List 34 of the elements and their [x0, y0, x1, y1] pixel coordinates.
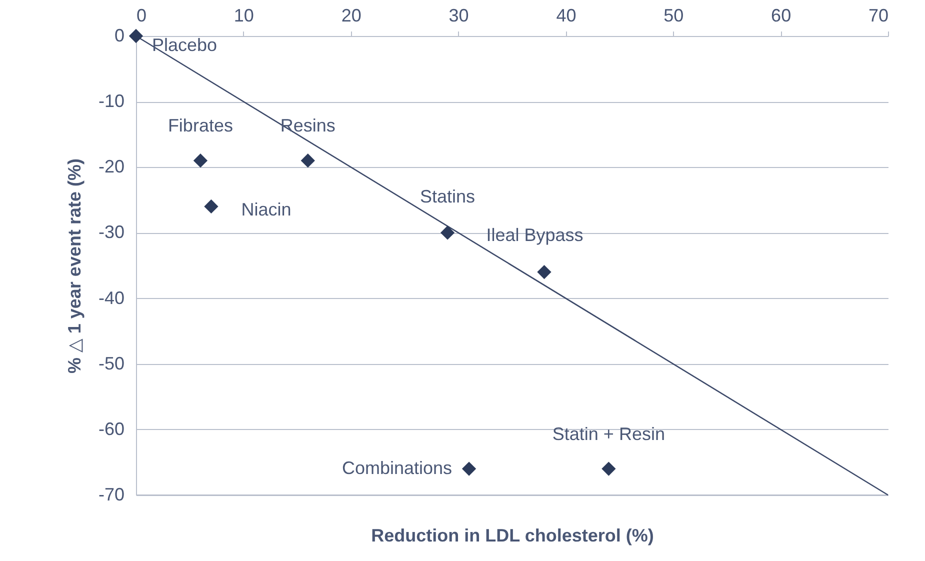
y-tick-label: -60 [98, 418, 124, 439]
point [128, 28, 144, 44]
y-tick-label: -40 [98, 288, 124, 308]
x-tick-label: 10 [234, 6, 254, 26]
x-tick-label: 0 [136, 6, 147, 26]
x-tick-label: 30 [448, 6, 469, 26]
x-tick-label: 50 [664, 6, 684, 26]
y-tick-label: -20 [98, 156, 124, 177]
point [537, 264, 552, 280]
y-tick-label: -10 [98, 91, 124, 112]
point [204, 199, 218, 214]
x-tick-label: 60 [771, 6, 792, 26]
x-tick-label: 20 [341, 6, 362, 26]
x-tick-label: 70 [868, 6, 888, 26]
annotation: Fibrates [168, 116, 233, 136]
annotation: Placebo [152, 35, 218, 55]
y-tick-label: -30 [98, 222, 124, 242]
annotation: Ileal Bypass [486, 225, 584, 246]
y-tick-label: 0 [114, 26, 124, 46]
x-axis-title: Reduction in LDL cholesterol (%) [371, 526, 654, 546]
point [440, 226, 455, 240]
x-tick-label: 40 [556, 6, 576, 26]
point [300, 154, 315, 168]
y-axis-title: % △ 1 year event rate (%) [64, 158, 84, 374]
annotation: Niacin [241, 199, 292, 220]
y-tick-label: -50 [98, 353, 124, 374]
annotation: Combinations [342, 458, 452, 478]
y-tick-label: -70 [98, 484, 124, 504]
point [602, 462, 616, 476]
annotation: Resins [280, 116, 336, 136]
annotation: Statins [420, 186, 476, 207]
point [193, 154, 208, 168]
point [462, 462, 476, 476]
annotation: Statin + Resin [552, 424, 665, 444]
